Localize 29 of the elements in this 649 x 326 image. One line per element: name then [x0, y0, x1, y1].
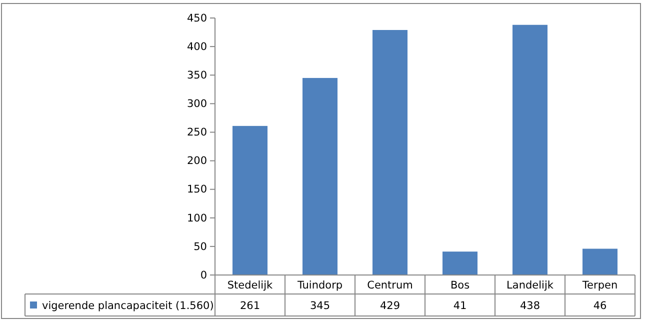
- y-tick-label: 300: [186, 98, 207, 110]
- x-tick-label: Terpen: [581, 280, 618, 292]
- x-tick-label: Landelijk: [506, 280, 554, 292]
- data-label: 438: [520, 300, 540, 312]
- y-tick-label: 400: [186, 40, 207, 53]
- bar: [512, 24, 548, 275]
- legend-label: vigerende plancapaciteit (1.560): [42, 300, 214, 312]
- bar: [232, 126, 268, 275]
- y-tick-label: 450: [186, 12, 207, 24]
- y-tick-label: 150: [186, 184, 207, 196]
- data-label: 345: [310, 300, 330, 312]
- data-label: 41: [453, 300, 467, 312]
- y-tick-label: 0: [200, 269, 207, 282]
- y-tick-label: 250: [186, 126, 207, 139]
- y-tick-label: 350: [186, 69, 207, 82]
- bar: [582, 248, 618, 275]
- data-label: 261: [240, 300, 260, 312]
- x-tick-label: Bos: [450, 280, 470, 292]
- bar: [302, 78, 338, 275]
- y-tick-label: 50: [194, 240, 207, 253]
- y-tick-label: 100: [186, 212, 207, 224]
- x-tick-label: Centrum: [367, 280, 413, 292]
- data-label: 46: [593, 300, 607, 312]
- x-tick-label: Tuindorp: [296, 280, 343, 292]
- bar: [442, 252, 478, 275]
- y-tick-label: 200: [186, 155, 207, 168]
- x-tick-label: Stedelijk: [227, 280, 274, 292]
- data-label: 429: [380, 300, 400, 312]
- bar: [372, 30, 408, 275]
